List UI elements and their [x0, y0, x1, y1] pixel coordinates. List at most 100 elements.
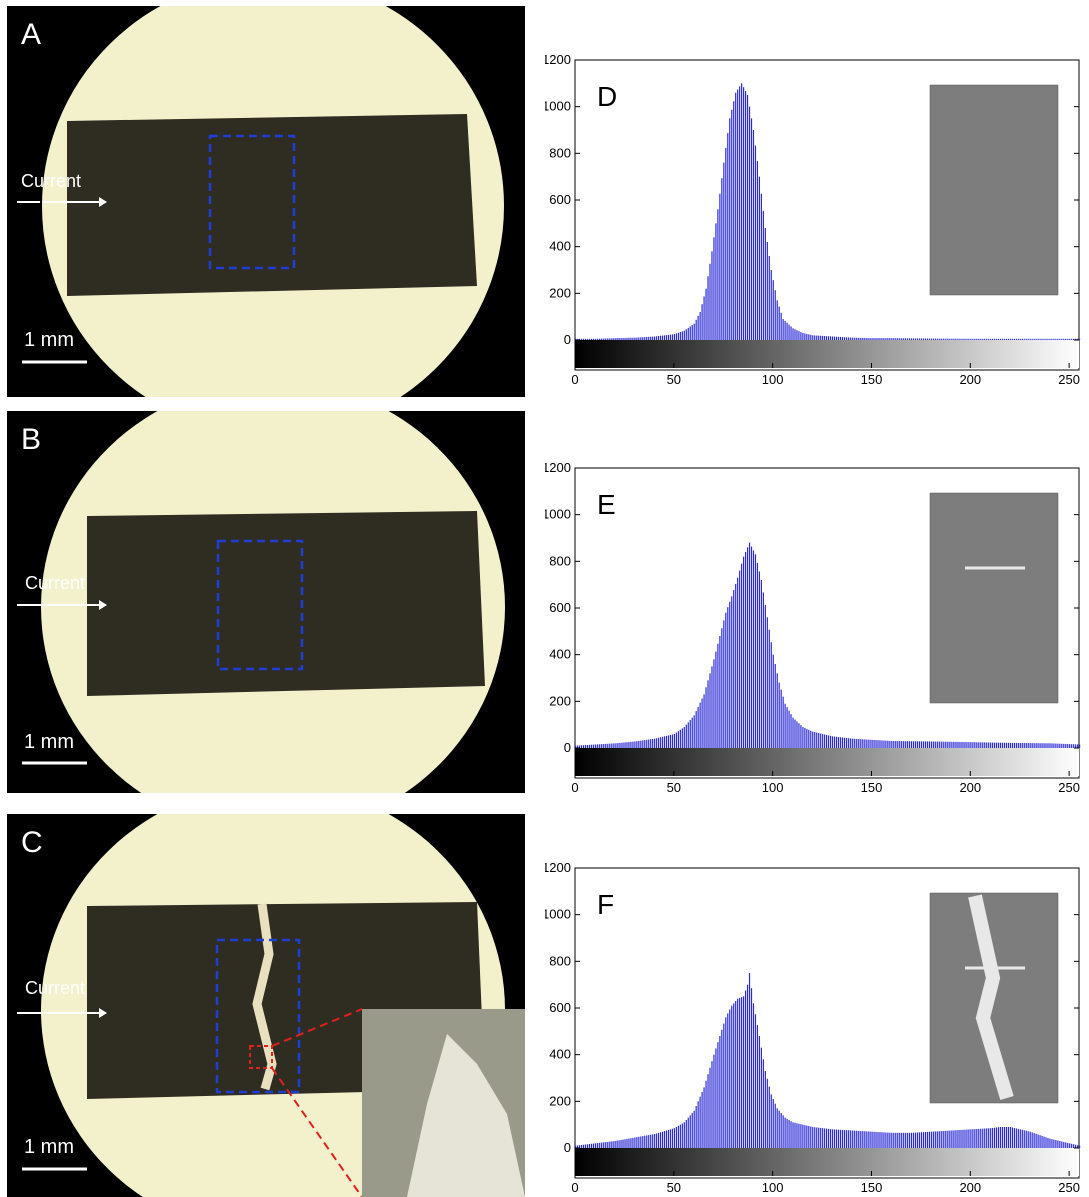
histogram-bar: [845, 1130, 847, 1148]
histogram-bar: [997, 1127, 1000, 1148]
histogram-bar: [897, 741, 899, 748]
histogram-bar: [711, 666, 713, 748]
histogram-bar: [705, 288, 707, 340]
histogram-bar: [843, 1130, 845, 1148]
histogram-bar: [750, 546, 753, 748]
histogram-bar: [804, 333, 806, 340]
histogram-bar: [715, 651, 717, 748]
histogram-bar: [1053, 338, 1055, 340]
histogram-bar: [976, 1128, 978, 1148]
histogram-bar: [804, 1125, 806, 1148]
y-tick-label: 1000: [545, 507, 571, 522]
histogram-bar: [752, 1003, 755, 1148]
histogram-bar: [729, 601, 731, 748]
histogram-bar: [778, 1110, 780, 1148]
histogram-bar: [1037, 1134, 1039, 1148]
histogram-bar: [972, 338, 974, 340]
histogram-bar: [820, 733, 822, 748]
histogram-bar: [790, 326, 792, 340]
histogram-bar: [1041, 743, 1043, 748]
histogram-bar: [932, 338, 934, 340]
histogram-bar: [899, 741, 901, 748]
histogram-bar: [909, 338, 911, 340]
histogram-bar: [972, 1129, 974, 1148]
histogram-bar: [652, 738, 654, 748]
histogram-bar: [735, 583, 737, 748]
histogram-bar: [1009, 338, 1012, 340]
histogram-bar: [893, 1132, 895, 1148]
histogram-bar: [768, 256, 770, 340]
histogram-bar: [667, 1129, 670, 1148]
histogram-bar: [1073, 338, 1075, 340]
histogram-bar: [1065, 1142, 1067, 1148]
histogram-bar: [707, 1074, 709, 1148]
histogram-bar: [713, 1054, 715, 1148]
histogram-bar: [784, 1117, 786, 1148]
histogram-bar: [956, 741, 958, 748]
histogram-bar: [952, 741, 954, 748]
histogram-bar: [776, 673, 778, 748]
histogram-bar: [984, 742, 986, 748]
histogram-bar: [1023, 1130, 1025, 1148]
histogram-bar: [588, 744, 591, 748]
histogram-bar: [978, 742, 980, 748]
histogram-bar: [932, 1131, 934, 1148]
histogram-bar: [1063, 338, 1065, 340]
histogram-bar: [1051, 1139, 1053, 1148]
histogram-bar: [737, 577, 739, 748]
histogram-bar: [723, 162, 725, 340]
histogram-bar: [1053, 743, 1055, 748]
histogram-bar: [916, 338, 919, 340]
histogram-bar: [590, 1143, 593, 1148]
histogram-bar: [782, 696, 784, 748]
y-tick-label: 400: [549, 1047, 571, 1062]
histogram-bar: [654, 1134, 656, 1148]
histogram-bar: [914, 741, 917, 748]
histogram-bar: [744, 552, 747, 748]
histogram-bar: [644, 740, 646, 748]
histogram-bar: [1051, 743, 1053, 748]
histogram-bar: [725, 612, 727, 748]
x-tick-label: 100: [762, 780, 784, 795]
histogram-bar: [897, 338, 899, 340]
histogram-bar: [691, 325, 693, 340]
histogram-bar: [914, 1132, 917, 1148]
histogram-bar: [756, 562, 759, 748]
histogram-bar: [837, 737, 840, 748]
y-tick-label: 200: [549, 1093, 571, 1108]
histogram-bar: [748, 542, 751, 748]
histogram-bar: [640, 337, 642, 340]
histogram-bar: [877, 1132, 879, 1148]
histogram-bar: [739, 570, 741, 748]
histogram-bar: [669, 334, 672, 340]
histogram-bar: [743, 556, 745, 748]
histogram-bar: [934, 338, 936, 340]
histogram-bar: [695, 711, 697, 748]
histogram-bar: [652, 1134, 654, 1148]
histogram-bar: [774, 290, 776, 340]
histogram-bar: [940, 741, 942, 748]
histogram-bar: [1059, 743, 1061, 748]
histogram-bar: [679, 729, 681, 748]
histogram-bar: [1027, 743, 1029, 748]
histogram-bar: [582, 1144, 585, 1148]
histogram-bar: [667, 334, 670, 340]
histogram-bar: [831, 736, 834, 748]
histogram-bar: [994, 1127, 996, 1148]
histogram-bar: [580, 338, 583, 340]
histogram-bar: [689, 326, 691, 340]
histogram-bar: [743, 996, 745, 1148]
histogram-bar: [586, 1144, 589, 1148]
histogram-bar: [853, 1130, 855, 1148]
histogram-bar: [1041, 1135, 1043, 1148]
histogram-bar: [576, 745, 579, 748]
histogram-bar: [782, 319, 784, 340]
histogram-bar: [841, 337, 844, 340]
histogram-bar: [713, 659, 715, 748]
histogram-bar: [992, 338, 994, 340]
histogram-bar: [586, 744, 589, 748]
histogram-bar: [1033, 338, 1035, 340]
histogram-bar: [865, 337, 867, 340]
histogram-bar: [1051, 338, 1053, 340]
histogram-bar: [942, 1130, 944, 1148]
